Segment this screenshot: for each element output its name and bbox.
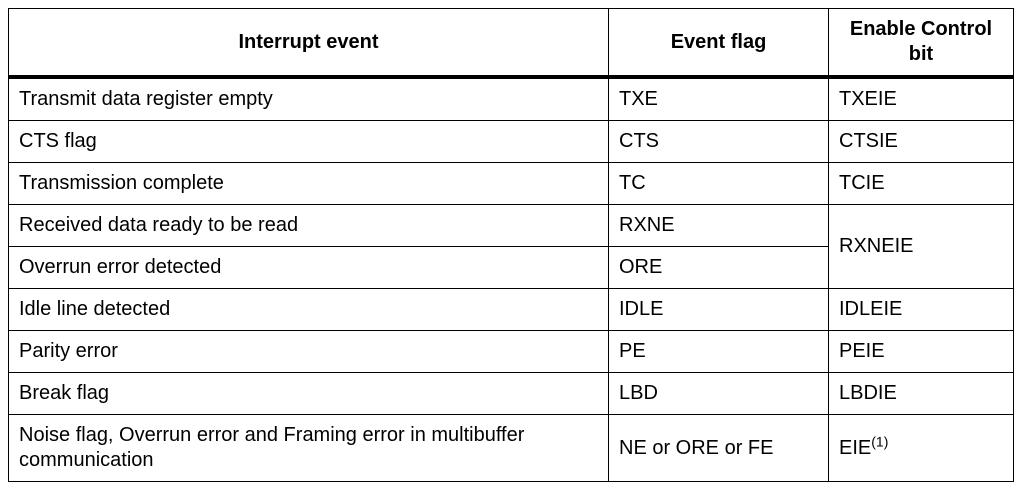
table-header-row: Interrupt event Event flag Enable Contro… <box>9 9 1014 78</box>
table-row: Break flag LBD LBDIE <box>9 373 1014 415</box>
cell-control: RXNEIE <box>829 205 1014 289</box>
cell-event: CTS flag <box>9 121 609 163</box>
cell-flag: PE <box>609 331 829 373</box>
table-row: Received data ready to be read RXNE RXNE… <box>9 205 1014 247</box>
cell-flag: NE or ORE or FE <box>609 415 829 482</box>
cell-control: IDLEIE <box>829 289 1014 331</box>
cell-control: LBDIE <box>829 373 1014 415</box>
table-row: Parity error PE PEIE <box>9 331 1014 373</box>
cell-flag: LBD <box>609 373 829 415</box>
table-row: Noise flag, Overrun error and Framing er… <box>9 415 1014 482</box>
cell-control: EIE(1) <box>829 415 1014 482</box>
col-header-control: Enable Control bit <box>829 9 1014 78</box>
cell-event: Overrun error detected <box>9 247 609 289</box>
table-row: Transmission complete TC TCIE <box>9 163 1014 205</box>
cell-control: PEIE <box>829 331 1014 373</box>
col-header-event: Interrupt event <box>9 9 609 78</box>
cell-event: Noise flag, Overrun error and Framing er… <box>9 415 609 482</box>
footnote-ref: (1) <box>871 433 888 449</box>
col-header-flag: Event flag <box>609 9 829 78</box>
cell-flag: CTS <box>609 121 829 163</box>
cell-flag: IDLE <box>609 289 829 331</box>
cell-flag: TXE <box>609 77 829 121</box>
cell-control: CTSIE <box>829 121 1014 163</box>
cell-event: Break flag <box>9 373 609 415</box>
cell-event: Transmit data register empty <box>9 77 609 121</box>
cell-control: TCIE <box>829 163 1014 205</box>
table-body: Transmit data register empty TXE TXEIE C… <box>9 77 1014 482</box>
cell-event: Parity error <box>9 331 609 373</box>
cell-event: Transmission complete <box>9 163 609 205</box>
cell-flag: ORE <box>609 247 829 289</box>
interrupt-table: Interrupt event Event flag Enable Contro… <box>8 8 1014 482</box>
cell-flag: TC <box>609 163 829 205</box>
table-row: CTS flag CTS CTSIE <box>9 121 1014 163</box>
cell-control-text: EIE <box>839 437 871 459</box>
cell-flag: RXNE <box>609 205 829 247</box>
table-row: Idle line detected IDLE IDLEIE <box>9 289 1014 331</box>
table-row: Transmit data register empty TXE TXEIE <box>9 77 1014 121</box>
cell-event: Received data ready to be read <box>9 205 609 247</box>
cell-event: Idle line detected <box>9 289 609 331</box>
cell-control: TXEIE <box>829 77 1014 121</box>
